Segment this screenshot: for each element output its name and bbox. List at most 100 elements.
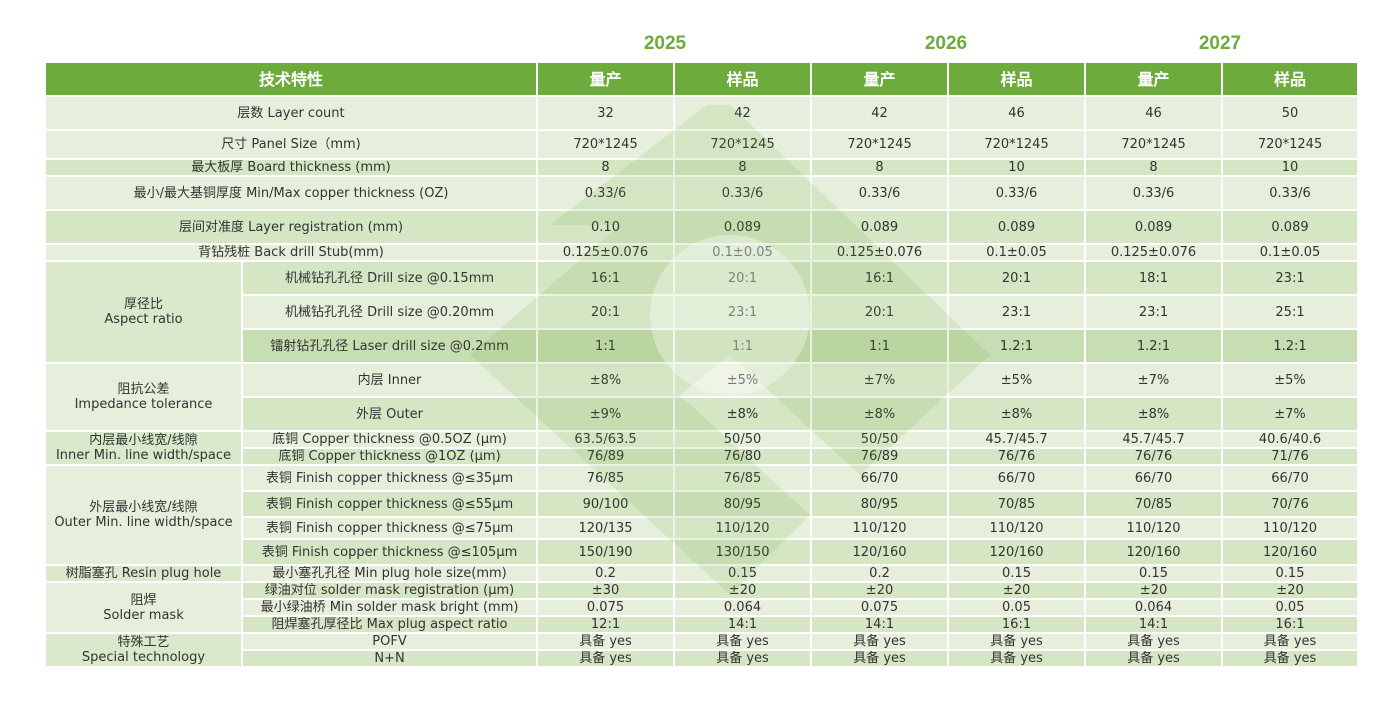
value-cell: 66/70 — [810, 464, 950, 492]
value-cell: 20:1 — [947, 260, 1087, 296]
value-cell: ±8% — [947, 396, 1087, 432]
value-cell: 720*1245 — [810, 129, 950, 160]
value-cell: 0.064 — [1084, 598, 1224, 617]
table-row: 层间对准度 Layer registration (mm) 0.10 0.089 0.… — [43, 209, 1360, 245]
value-cell: 40.6/40.6 — [1221, 430, 1360, 449]
group-label: 阻焊 Solder mask — [44, 581, 243, 634]
value-cell: ±7% — [810, 362, 950, 398]
table-row: 层数 Layer count 32 42 42 46 46 50 — [43, 95, 1360, 131]
sub-row-label: N+N — [240, 649, 539, 668]
group-label: 厚径比 Aspect ratio — [44, 260, 243, 364]
value-cell: ±20 — [947, 581, 1087, 600]
value-cell: 0.075 — [810, 598, 950, 617]
value-cell: 16:1 — [810, 260, 950, 296]
header-col-6: 样品 — [1221, 61, 1360, 97]
value-cell: 720*1245 — [947, 129, 1087, 160]
group-label: 树脂塞孔 Resin plug hole — [44, 564, 243, 583]
sub-row-label: 表铜 Finish copper thickness @≤35μm — [240, 464, 539, 492]
value-cell: 150/190 — [536, 538, 676, 566]
value-cell: ±8% — [536, 362, 676, 398]
value-cell: 0.33/6 — [810, 175, 950, 211]
value-cell: 0.15 — [673, 564, 813, 583]
value-cell: 8 — [1084, 158, 1224, 177]
value-cell: 14:1 — [673, 615, 813, 634]
value-cell: 23:1 — [1221, 260, 1360, 296]
value-cell: 0.2 — [810, 564, 950, 583]
value-cell: ±8% — [673, 396, 813, 432]
row-label: 层数 Layer count — [43, 95, 539, 131]
value-cell: 50/50 — [810, 430, 950, 449]
value-cell: 16:1 — [536, 260, 676, 296]
value-cell: 720*1245 — [1084, 129, 1224, 160]
sub-row-label: 内层 Inner — [240, 362, 539, 398]
value-cell: 16:1 — [947, 615, 1087, 634]
value-cell: 0.125±0.076 — [810, 243, 950, 262]
sub-row-label: 底铜 Copper thickness @1OZ (μm) — [240, 447, 539, 466]
year-header-row: 2025 2026 2027 — [0, 33, 1400, 57]
group-label-en: Solder mask — [103, 607, 184, 623]
value-cell: 具备 yes — [810, 632, 950, 651]
value-cell: 720*1245 — [536, 129, 676, 160]
row-label: 背钻残桩 Back drill Stub(mm) — [43, 243, 539, 262]
value-cell: 14:1 — [1084, 615, 1224, 634]
sub-row-label: 机械钻孔孔径 Drill size @0.15mm — [240, 260, 539, 296]
value-cell: 0.1±0.05 — [1221, 243, 1360, 262]
value-cell: 0.1±0.05 — [947, 243, 1087, 262]
value-cell: 8 — [536, 158, 676, 177]
value-cell: 720*1245 — [1221, 129, 1360, 160]
sub-row-label: 绿油对位 solder mask registration (μm) — [240, 581, 539, 600]
header-col-4: 样品 — [947, 61, 1087, 97]
value-cell: 0.33/6 — [536, 175, 676, 211]
value-cell: ±20 — [1084, 581, 1224, 600]
table-row: 厚径比 Aspect ratio 机械钻孔孔径 Drill size @0.15mm… — [44, 260, 1360, 364]
group-label: 特殊工艺 Special technology — [44, 632, 243, 668]
tech-spec-table: 技术特性 量产 样品 量产 样品 量产 样品 层数 Layer count 32 4… — [43, 61, 1360, 668]
value-cell: 63.5/63.5 — [536, 430, 676, 449]
header-col-3: 量产 — [810, 61, 950, 97]
row-label: 层间对准度 Layer registration (mm) — [43, 209, 539, 245]
row-label: 最小/最大基铜厚度 Min/Max copper thickness (OZ) — [43, 175, 539, 211]
group-label: 阻抗公差 Impedance tolerance — [44, 362, 243, 432]
value-cell: 具备 yes — [947, 632, 1087, 651]
value-cell: 14:1 — [810, 615, 950, 634]
table-row: 最小绿油桥 Min solder mask bright (mm) 0.075 0.… — [45, 598, 1360, 617]
value-cell: 0.15 — [1221, 564, 1360, 583]
value-cell: 0.1±0.05 — [673, 243, 813, 262]
group-label-cn: 树脂塞孔 Resin plug hole — [65, 566, 222, 581]
value-cell: 具备 yes — [536, 649, 676, 668]
value-cell: 0.125±0.076 — [1084, 243, 1224, 262]
value-cell: 具备 yes — [673, 649, 813, 668]
value-cell: 0.05 — [947, 598, 1087, 617]
value-cell: 80/95 — [810, 490, 950, 518]
sub-row-label: 最小绿油桥 Min solder mask bright (mm) — [240, 598, 539, 617]
value-cell: 18:1 — [1084, 260, 1224, 296]
value-cell: 8 — [673, 158, 813, 177]
value-cell: 71/76 — [1221, 447, 1360, 466]
sub-row-label: 镭射钻孔孔径 Laser drill size @0.2mm — [240, 328, 539, 364]
table-row: 背钻残桩 Back drill Stub(mm) 0.125±0.076 0.1±0… — [43, 243, 1360, 262]
value-cell: 0.125±0.076 — [536, 243, 676, 262]
group-label-cn: 厚径比 — [123, 297, 163, 312]
group-label-cn: 阻抗公差 — [117, 382, 170, 397]
value-cell: 0.33/6 — [947, 175, 1087, 211]
group-label-cn: 内层最小线宽/线隙 — [89, 433, 198, 448]
table-row: 外层 Outer ±9% ±8% ±8% ±8% ±8% ±7% — [45, 396, 1360, 432]
value-cell: 0.33/6 — [1221, 175, 1360, 211]
value-cell: 76/89 — [810, 447, 950, 466]
value-cell: 具备 yes — [1084, 632, 1224, 651]
value-cell: 具备 yes — [673, 632, 813, 651]
header-col-2: 样品 — [673, 61, 813, 97]
value-cell: ±8% — [810, 396, 950, 432]
value-cell: 70/85 — [1084, 490, 1224, 518]
sub-row-label: 阻焊塞孔厚径比 Max plug aspect ratio — [240, 615, 539, 634]
value-cell: 1.2:1 — [947, 328, 1087, 364]
value-cell: 20:1 — [536, 294, 676, 330]
value-cell: 0.075 — [536, 598, 676, 617]
value-cell: 80/95 — [673, 490, 813, 518]
year-2026-label: 2026 — [924, 33, 968, 54]
value-cell: 110/120 — [1221, 516, 1360, 540]
value-cell: 90/100 — [536, 490, 676, 518]
group-label-cn: 外层最小线宽/线隙 — [89, 500, 198, 515]
group-label-en: Inner Min. line width/space — [55, 448, 232, 463]
table-row: N+N 具备 yes 具备 yes 具备 yes 具备 yes 具备 yes 具备 yes — [45, 649, 1360, 668]
